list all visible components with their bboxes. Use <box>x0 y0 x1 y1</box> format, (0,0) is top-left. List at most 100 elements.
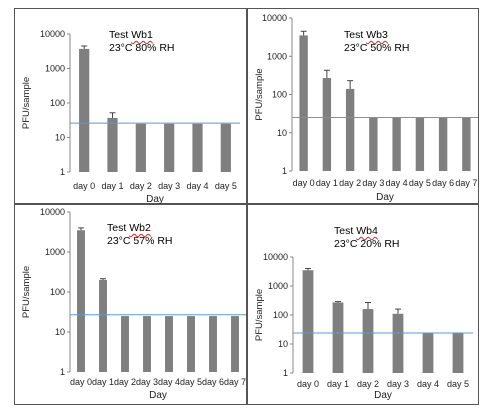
bar <box>121 316 129 372</box>
y-tick-label: 1 <box>60 367 65 377</box>
test-prefix: Test <box>109 29 129 41</box>
bar <box>302 270 314 373</box>
bar <box>107 117 118 172</box>
bar <box>369 117 378 171</box>
y-tick-label: 1 <box>60 167 65 177</box>
x-tick-label: day 7 <box>224 377 246 387</box>
temperature: 23°C <box>109 42 133 54</box>
x-axis-label: Day <box>149 390 167 401</box>
y-tick-label: 10 <box>278 339 288 349</box>
x-tick-label: day 1 <box>327 379 349 389</box>
y-tick-label: 10 <box>277 128 287 138</box>
test-id: Wb3 <box>366 29 388 41</box>
bar <box>415 117 425 171</box>
bar <box>392 313 404 373</box>
humidity-unit: RH <box>159 42 175 54</box>
x-axis-label: Day <box>376 192 394 203</box>
x-tick-label: day 4 <box>386 178 408 188</box>
x-tick-label: day 3 <box>362 178 384 188</box>
x-tick-label: day 1 <box>316 178 338 188</box>
x-tick-label: day 0 <box>297 379 319 389</box>
temperature: 23°C <box>107 235 131 247</box>
x-tick-label: day 2 <box>114 377 136 387</box>
humidity-value: 80% <box>135 42 157 54</box>
y-axis-label: PFU/sample <box>21 77 32 129</box>
y-tick-label: 1000 <box>268 281 288 291</box>
chart-title: Test Wb1 23°C 80% RH <box>109 29 175 55</box>
x-tick-label: day 3 <box>387 379 409 389</box>
test-id: Wb1 <box>131 29 153 41</box>
x-tick-label: day 1 <box>92 377 114 387</box>
humidity-unit: RH <box>394 42 410 54</box>
y-tick-label: 10 <box>55 133 65 143</box>
x-tick-label: day 1 <box>101 181 123 191</box>
temperature: 23°C <box>334 238 358 250</box>
bar <box>77 230 85 372</box>
x-tick-label: day 0 <box>293 178 315 188</box>
test-prefix: Test <box>107 222 127 234</box>
chart-panel-wb2: 1 10 100 1000 10000 PFU/sample day 0 day 1 day 2… <box>14 204 247 405</box>
x-tick-label: day 7 <box>455 178 477 188</box>
y-axis-label: PFU/sample <box>254 289 265 341</box>
humidity-value: 57% <box>133 235 155 247</box>
bar <box>135 123 146 172</box>
x-tick-label: day 4 <box>158 377 180 387</box>
test-prefix: Test <box>334 225 354 237</box>
x-tick-label: day 5 <box>447 379 469 389</box>
chart-title: Test Wb4 23°C 20% RH <box>334 225 400 251</box>
x-tick-label: day 2 <box>339 178 361 188</box>
x-tick-label: day 4 <box>186 181 208 191</box>
humidity-value: 50% <box>370 42 392 54</box>
test-prefix: Test <box>344 29 364 41</box>
bar <box>143 316 151 372</box>
x-axis-label: Day <box>146 194 164 205</box>
y-tick-label: 100 <box>50 287 65 297</box>
bar <box>299 35 308 172</box>
bar <box>192 123 203 172</box>
bar <box>231 316 239 372</box>
bar <box>165 316 173 372</box>
y-axis-label: PFU/sample <box>21 266 32 318</box>
y-tick-label: 10000 <box>262 13 287 23</box>
bar <box>99 279 107 372</box>
chart-panel-wb4: 1 10 100 1000 10000 PFU/sample day 0 day 1 day 2… <box>247 204 479 405</box>
test-id: Wb4 <box>356 225 378 237</box>
y-tick-label: 10000 <box>40 207 65 217</box>
y-tick-label: 1000 <box>45 247 65 257</box>
bar <box>392 117 401 171</box>
chart-title: Test Wb2 23°C 57% RH <box>107 222 173 248</box>
bar <box>362 309 374 373</box>
y-tick-label: 1000 <box>267 51 287 61</box>
chart-panel-wb1: 1 10 100 1000 10000 PFU/sample day 0 day 1 day 2… <box>14 8 247 205</box>
chart-title: Test Wb3 23°C 50% RH <box>344 29 410 55</box>
bar <box>422 332 434 373</box>
y-tick-label: 1 <box>283 368 288 378</box>
x-tick-label: day 2 <box>130 181 152 191</box>
bar <box>452 332 464 373</box>
y-tick-label: 100 <box>273 310 288 320</box>
chart-panel-wb3: 1 10 100 1000 10000 PFU/sample day 0 day 1 day 2… <box>247 8 479 204</box>
x-axis-label: Day <box>374 390 392 401</box>
temperature: 23°C <box>344 42 368 54</box>
x-tick-label: day 5 <box>409 178 431 188</box>
bar <box>187 316 195 372</box>
x-tick-label: day 5 <box>180 377 202 387</box>
x-tick-label: day 4 <box>417 379 439 389</box>
bar <box>79 48 90 172</box>
x-tick-label: day 5 <box>215 181 237 191</box>
bar <box>462 117 471 171</box>
y-tick-label: 10000 <box>263 252 288 262</box>
test-id: Wb2 <box>129 222 151 234</box>
x-tick-label: day 6 <box>432 178 454 188</box>
y-tick-label: 10 <box>55 327 65 337</box>
humidity-unit: RH <box>384 238 400 250</box>
x-tick-label: day 2 <box>357 379 379 389</box>
bar <box>438 117 448 171</box>
chart-plot: 1 10 100 1000 10000 PFU/sample day 0 day 1 day 2… <box>254 252 473 401</box>
bar <box>322 78 332 171</box>
bar <box>345 88 355 171</box>
bar <box>209 316 217 372</box>
